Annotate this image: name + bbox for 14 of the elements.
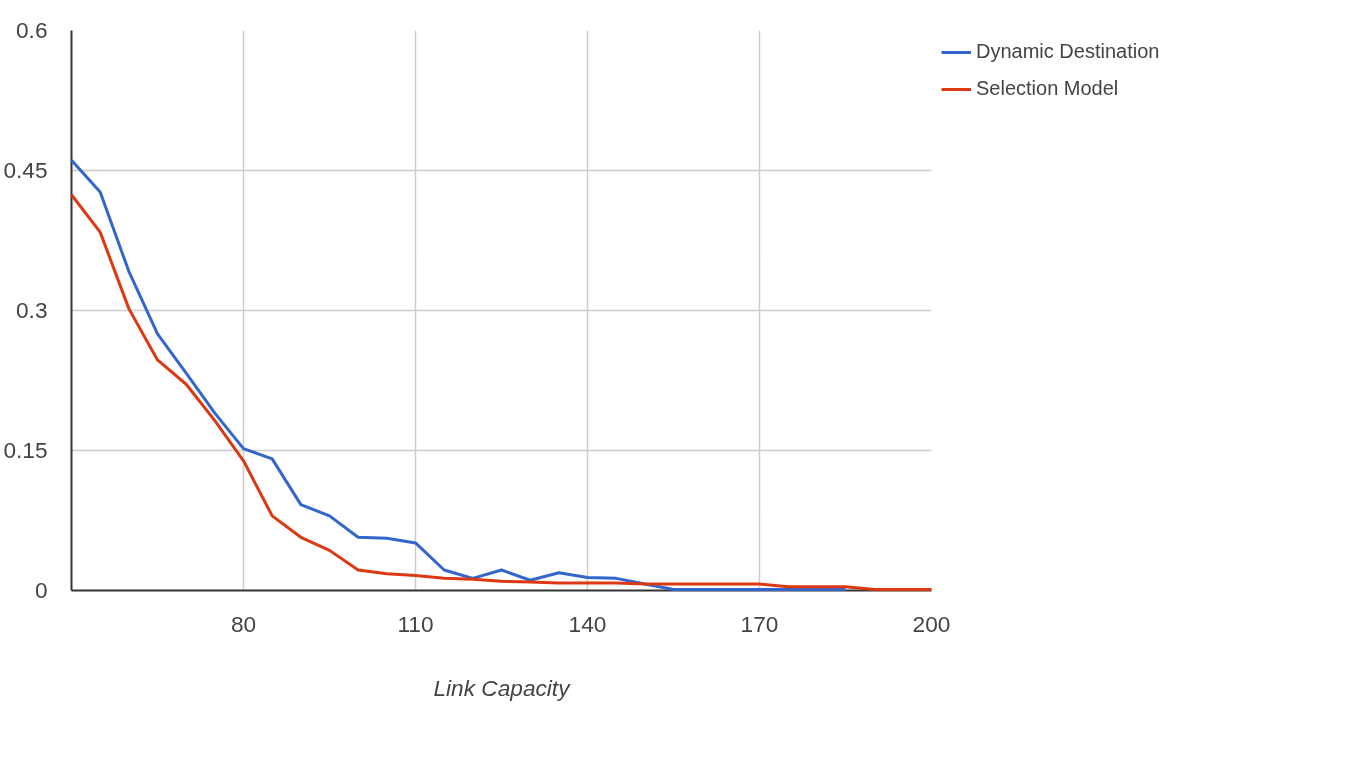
line-series — [70, 158, 847, 592]
y-tick-label: 0.15 — [3, 437, 48, 463]
x-axis-title: Link Capacity — [433, 674, 572, 701]
x-tick-label: 80 — [230, 610, 257, 637]
x-tick-label: 140 — [568, 610, 607, 637]
x-tick-label: 110 — [397, 610, 434, 637]
y-tick-label: 0.6 — [16, 17, 48, 43]
x-tick-label: 200 — [912, 610, 951, 637]
y-tick-label: 0.45 — [3, 157, 48, 183]
legend-label: Selection Model — [976, 77, 1119, 100]
x-tick-label: 170 — [740, 610, 779, 637]
y-tick-label: 0 — [34, 577, 48, 603]
y-tick-label: 0.3 — [16, 297, 48, 323]
legend-label: Dynamic Destination — [976, 40, 1160, 63]
